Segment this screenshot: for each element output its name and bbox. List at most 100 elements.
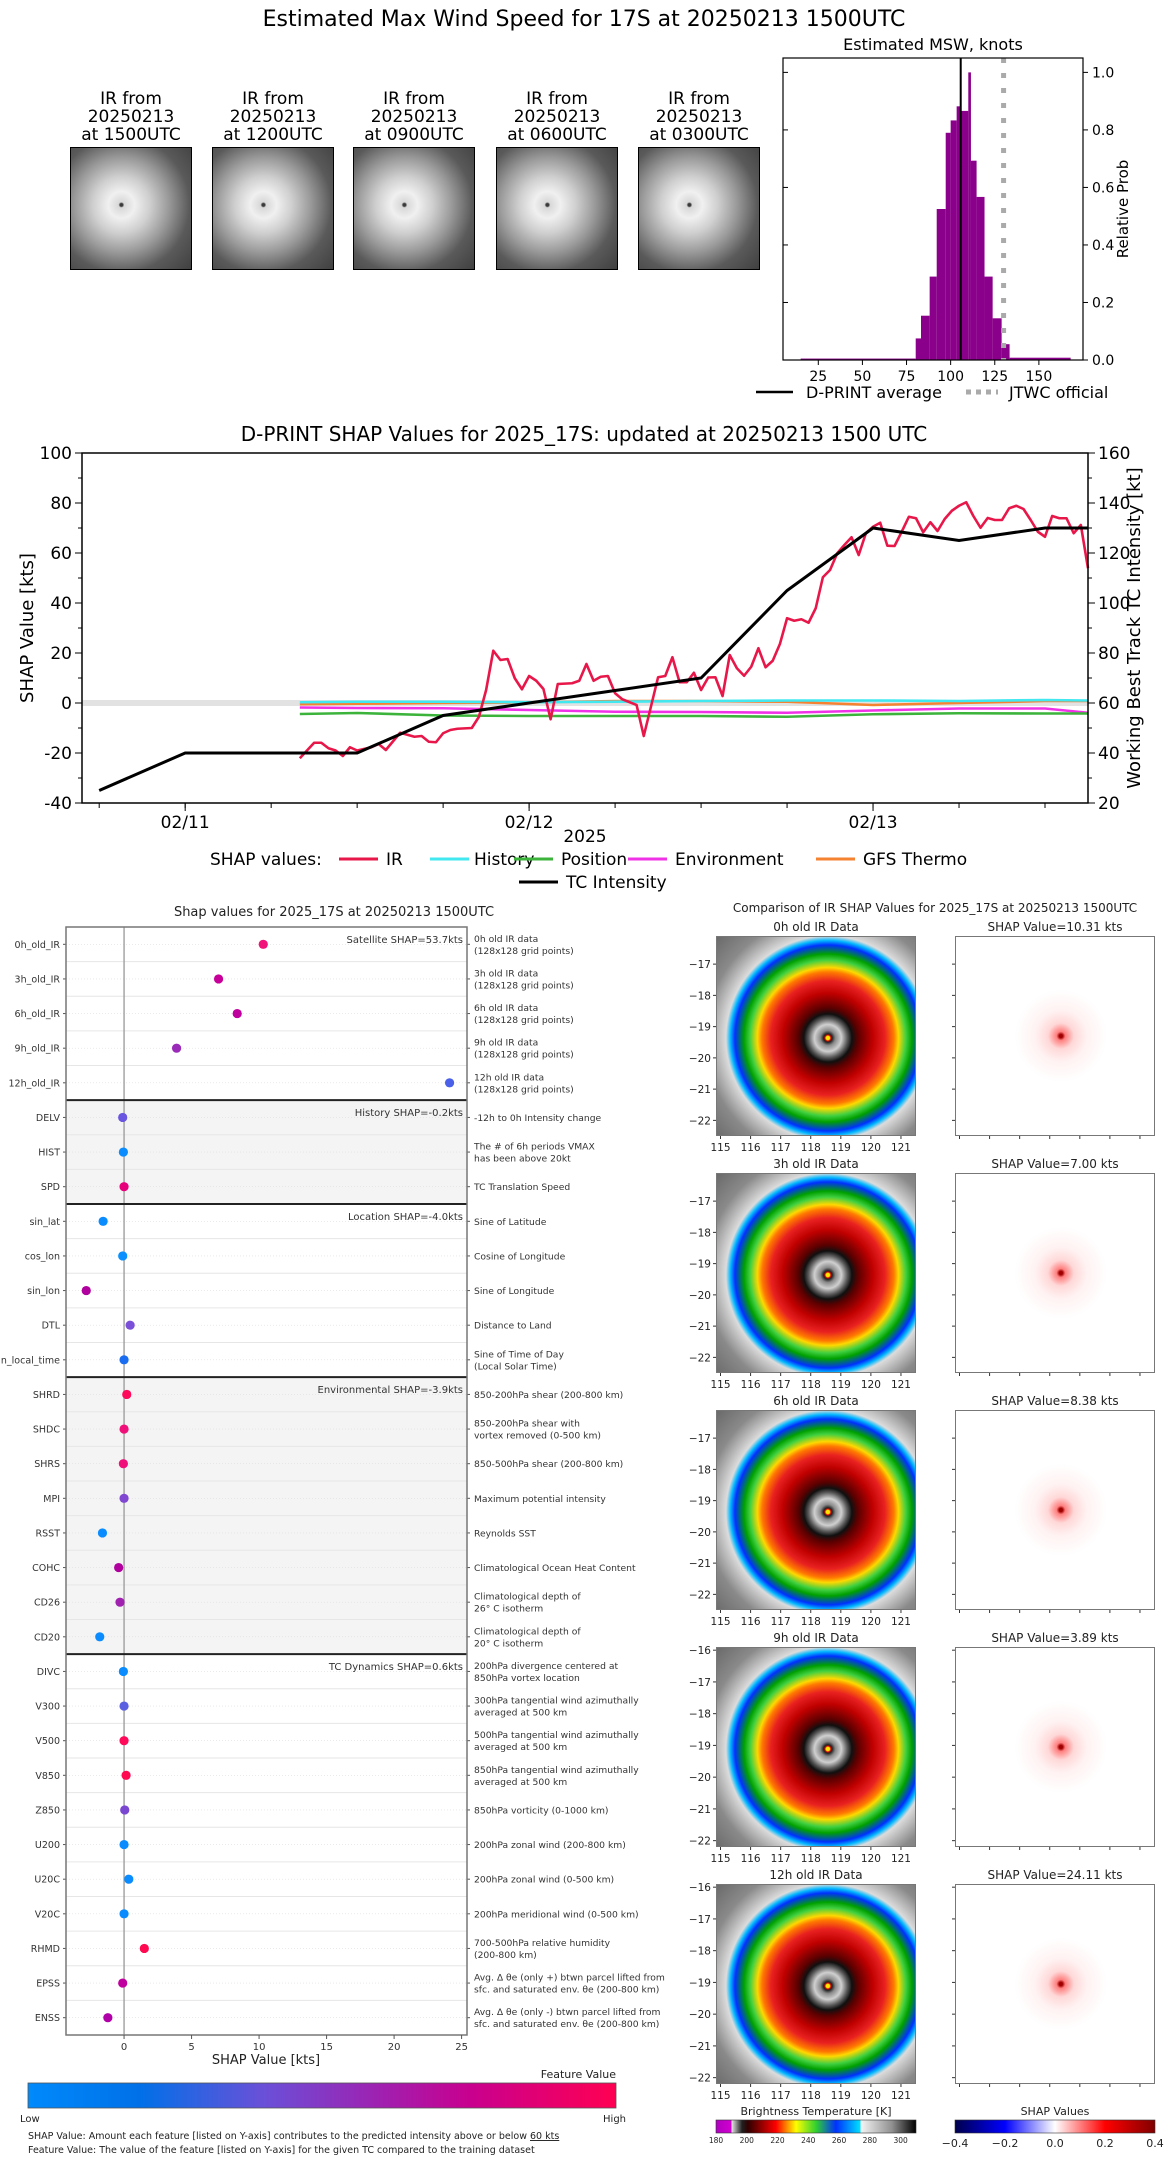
lon-tick-label: 119 [831,2090,851,2102]
feature-description: 6h old IR data (128x128 grid points) [474,1003,574,1026]
feature-description-line: Avg. Δ θe (only -) btwn parcel lifted fr… [474,2007,661,2018]
shap-dot-DIVC [118,1666,128,1677]
thumbnail-label: IR from 20250213 at 0300UTC [649,89,749,145]
shap-colorbar-tick-label: −0.4 [942,2137,969,2150]
lon-tick-label: 120 [861,1379,881,1391]
shap-dot-DELV [118,1112,128,1123]
feature-value-colorbar-title: Feature Value [541,2068,617,2081]
lat-tick-label: −20 [689,1053,711,1065]
shap-dot-RHMD [139,1943,149,1954]
lat-tick-label: −17 [689,1677,711,1689]
feature-description-line: 20° C isotherm [474,1638,543,1649]
feature-name-label: SPD [41,1182,60,1193]
feature-description-line: (200-800 km) [474,1950,537,1961]
shap-dot-SPD [119,1182,129,1192]
feature-description-line: (128x128 grid points) [474,1015,574,1026]
lat-tick-label: −18 [689,1227,711,1239]
feature-description: 3h old IR data (128x128 grid points) [474,968,574,991]
feature-name-label: EPSS [36,1979,60,1990]
feature-name-label: HIST [38,1148,60,1159]
histogram-bar [1009,357,1071,360]
x-tick-label: 75 [898,369,916,385]
feature-description-line: (128x128 grid points) [474,946,574,957]
x-tick-label: 125 [981,369,1008,385]
legend-title: SHAP values: [210,850,322,870]
feature-description-line: sfc. and saturated env. θe (200-800 km) [474,2019,659,2030]
feature-description-line: 200hPa zonal wind (200-800 km) [474,1840,626,1851]
timeseries-frame [81,452,1089,804]
shap-dot-RSST [97,1528,108,1538]
lon-tick-label: 117 [771,1853,791,1865]
group-shap-label: Location SHAP=-4.0kts [348,1212,463,1223]
feature-description: 850-200hPa shear with vortex removed (0-5… [474,1419,601,1442]
ir-panel-title: 9h old IR Data [773,1631,859,1645]
legend-label: IR [386,850,403,870]
bt-colorbar-tick-label: 240 [801,2136,816,2145]
y2-tick-label: 40 [1098,744,1120,764]
group-shap-label: Satellite SHAP=53.7kts [347,935,463,946]
shap-dot-cos_lon [118,1251,128,1261]
shap-dot-CD20 [95,1632,105,1642]
feature-description: Cosine of Longitude [474,1251,566,1262]
y-tick-label: 80 [50,494,72,514]
feature-value-colorbar [27,2082,617,2109]
histogram-bar [929,276,937,360]
shap-map-image [955,1647,1155,1847]
series-line-history [299,698,1089,704]
feature-description-line: 6h old IR data [474,1003,538,1014]
histogram-bar [1001,344,1010,360]
feature-name-label: U20C [34,1875,60,1886]
legend-label: Position [561,850,627,870]
x-tick-label: 02/12 [505,813,554,833]
lon-tick-label: 118 [801,2090,821,2102]
feature-description-line: 200hPa meridional wind (0-500 km) [474,1909,639,1920]
feature-description-line: vortex removed (0-500 km) [474,1431,601,1442]
feature-description-line: sfc. and saturated env. θe (200-800 km) [474,1985,659,1996]
ir-image [716,936,916,1136]
lat-tick-label: −21 [689,1804,711,1816]
ir-thumbnail-image [638,147,760,270]
feature-description-line: TC Translation Speed [473,1182,570,1193]
legend-jtwc-label: JTWC official [1008,383,1108,402]
y-tick-label: 0.6 [1092,180,1114,196]
series-line-position [299,711,1088,719]
x-tick-label: 02/11 [161,813,210,833]
y-tick-label: 0.0 [1092,353,1114,369]
shap-values-colorbar [954,2119,1156,2134]
feature-description-line: 850hPa vortex location [474,1673,580,1684]
histogram-bar [950,120,957,360]
footer-line1-underlined: 60 kts [530,2131,559,2142]
ir-thumbnail-image [353,147,475,270]
lat-tick-label: −18 [689,1464,711,1476]
feature-description: Maximum potential intensity [474,1494,606,1505]
histogram-bar [956,106,962,360]
feature-name-label: V850 [35,1771,60,1782]
bt-colorbar-tick-label: 200 [740,2136,755,2145]
legend-label: Environment [675,850,784,870]
feature-description: Climatological depth of 20° C isotherm [474,1626,581,1649]
lat-tick-label: −21 [689,1558,711,1570]
feature-name-label: V300 [35,1702,60,1713]
x-tick-label: 150 [1026,369,1053,385]
feature-description: Avg. Δ θe (only +) btwn parcel lifted fr… [474,1973,665,1996]
lat-tick-label: −17 [689,1914,711,1926]
x-tick-label: 25 [809,369,827,385]
histogram-chart: 25 50 75 100 125 150 0.0 0.2 0.4 0.6 0.8 1.0 Relativ… [756,57,1132,402]
histogram-bar [968,72,971,360]
lat-tick-label: −19 [689,1022,711,1034]
lon-tick-label: 116 [741,1853,761,1865]
feature-description: 850-200hPa shear (200-800 km) [474,1390,623,1401]
shap-dot-SHDC [119,1424,129,1434]
brightness-temperature-colorbar [715,2119,917,2134]
shap-dot-title: Shap values for 2025_17S at 20250213 150… [174,905,494,920]
feature-description-line: 500hPa tangential wind azimuthally [474,1730,639,1741]
shap-map-image [955,1410,1155,1610]
feature-name-label: CD26 [34,1598,60,1609]
shap-dot-0h_old_IR [258,939,268,949]
ir-image [716,1173,916,1373]
feature-name-label: ENSS [35,2013,60,2024]
shap-panel-title: SHAP Value=8.38 kts [991,1394,1118,1408]
feature-description: Sine of Latitude [474,1217,547,1228]
feature-description-line: averaged at 500 km [474,1708,567,1719]
